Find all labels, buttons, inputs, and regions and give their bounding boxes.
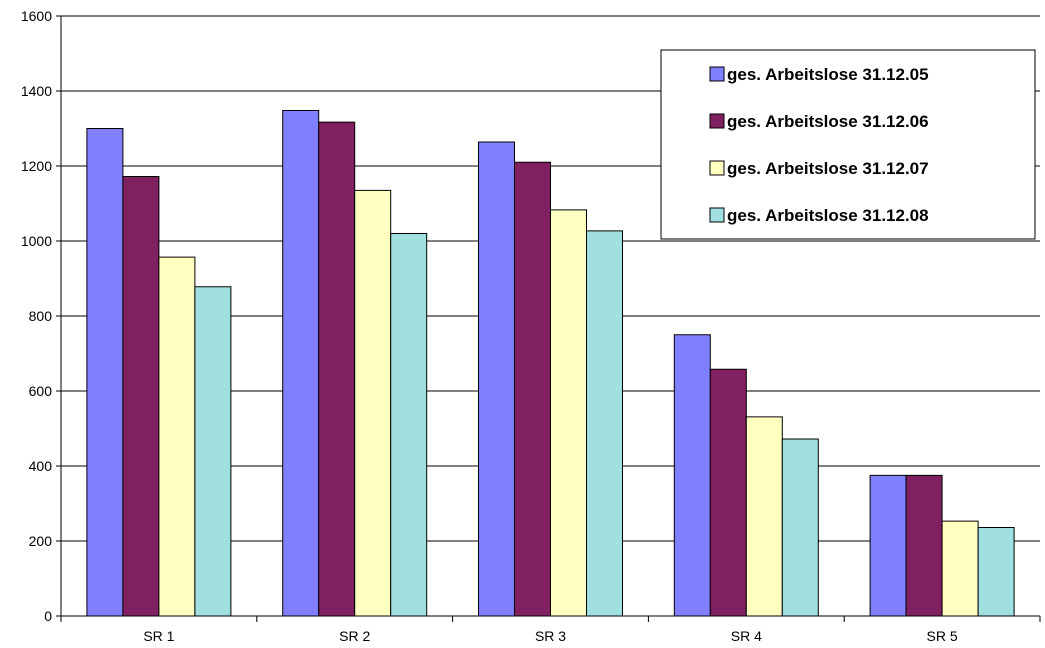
bar-4-sr-3 — [586, 230, 623, 617]
y-tick-label: 1000 — [21, 233, 52, 249]
legend-swatch — [709, 66, 725, 82]
bar-1-sr-5 — [869, 474, 907, 617]
bar-1-sr-1 — [86, 128, 124, 617]
legend-label: ges. Arbeitslose 31.12.08 — [727, 206, 929, 225]
y-tick-label: 0 — [44, 608, 52, 624]
y-tick-label: 200 — [29, 533, 53, 549]
y-tick-label: 800 — [29, 308, 53, 324]
legend-label: ges. Arbeitslose 31.12.07 — [727, 159, 929, 178]
bar-2-sr-2 — [318, 121, 356, 617]
bar-4-sr-5 — [977, 527, 1015, 617]
x-tick-label: SR 1 — [143, 628, 174, 644]
y-tick-label: 1200 — [21, 158, 52, 174]
bar-1-sr-3 — [478, 141, 515, 617]
bar-3-sr-4 — [745, 416, 783, 617]
bar-2-sr-3 — [514, 161, 551, 617]
bar-3-sr-2 — [354, 189, 392, 617]
bar-3-sr-5 — [941, 520, 979, 617]
bar-4-sr-2 — [390, 233, 428, 617]
y-tick-label: 400 — [29, 458, 53, 474]
legend-swatch — [709, 207, 725, 223]
x-tick-label: SR 5 — [927, 628, 958, 644]
bar-2-sr-5 — [905, 474, 943, 617]
bar-3-sr-1 — [158, 256, 196, 617]
bar-2-sr-1 — [122, 176, 160, 617]
legend-swatch — [709, 113, 725, 129]
x-axis-tick-labels: SR 1 SR 2 SR 3 SR 4 SR 5 — [143, 628, 958, 644]
y-tick-label: 1400 — [21, 83, 52, 99]
bar-1-sr-4 — [673, 334, 711, 617]
legend-label: ges. Arbeitslose 31.12.06 — [727, 112, 929, 131]
y-tick-label: 600 — [29, 383, 53, 399]
bar-3-sr-3 — [550, 209, 587, 617]
legend-swatch — [709, 160, 725, 176]
axes — [56, 15, 1041, 622]
x-tick-label: SR 4 — [731, 628, 762, 644]
bar-4-sr-1 — [194, 286, 232, 617]
bar-4-sr-4 — [781, 438, 819, 617]
y-axis-tick-labels: 0 200 400 600 800 1000 1200 1400 1600 — [21, 8, 52, 624]
x-tick-label: SR 3 — [535, 628, 566, 644]
bar-2-sr-4 — [709, 368, 747, 617]
x-tick-label: SR 2 — [339, 628, 370, 644]
bars — [86, 110, 1015, 617]
legend-label: ges. Arbeitslose 31.12.05 — [727, 65, 929, 84]
legend: ges. Arbeitslose 31.12.05 ges. Arbeitslos… — [660, 49, 1036, 240]
y-tick-label: 1600 — [21, 8, 52, 24]
bar-1-sr-2 — [282, 110, 320, 617]
